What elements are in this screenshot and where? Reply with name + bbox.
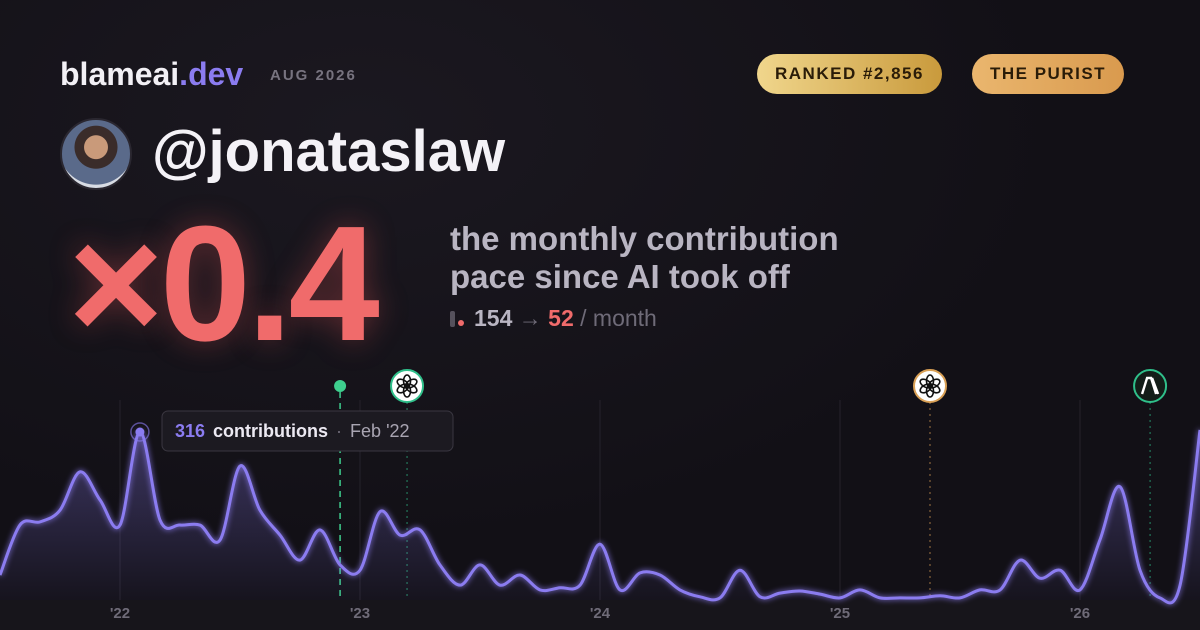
brand-name: blameai	[60, 56, 180, 92]
tooltip-value: 316	[175, 421, 205, 441]
tooltip-date: Feb '22	[350, 421, 409, 441]
x-tick-label: '22	[110, 605, 130, 622]
rank-badge: RANKED #2,856	[757, 54, 942, 94]
axis-band	[0, 600, 1200, 630]
type-badge: THE PURIST	[972, 54, 1125, 94]
description-line: pace since AI took off	[450, 258, 790, 295]
openai-petal	[396, 378, 409, 389]
event-icon	[913, 369, 947, 403]
tooltip-label: contributions	[213, 421, 328, 441]
arrow: →	[518, 305, 542, 331]
highlight-point	[135, 427, 145, 437]
event-icon	[1133, 369, 1168, 403]
description: the monthly contribution pace since AI to…	[450, 220, 839, 296]
x-tick-label: '26	[1070, 605, 1090, 622]
description-line: the monthly contribution	[450, 220, 839, 257]
handle: @jonataslaw	[152, 119, 506, 184]
line	[0, 429, 1200, 605]
anthropic-glyph	[1140, 376, 1160, 395]
unit: / month	[580, 305, 657, 331]
before-icon	[450, 311, 455, 327]
after-icon	[458, 320, 464, 326]
x-tick-label: '25	[830, 605, 850, 622]
x-tick-label: '23	[350, 605, 370, 622]
before: 154	[474, 305, 513, 331]
highlight-ring	[130, 422, 150, 442]
area	[0, 429, 1200, 603]
openai-petal	[919, 378, 932, 389]
date: AUG 2026	[270, 67, 357, 84]
tooltip-sep: ·	[336, 421, 342, 441]
tooltip-box	[161, 410, 454, 452]
tooltip-text: 316 contributions · Feb '22	[175, 421, 410, 441]
avatar	[60, 118, 132, 190]
pace: 154 → 52 / month	[450, 305, 657, 332]
event-dot	[334, 380, 347, 392]
multiplier: ×0.4	[68, 192, 380, 375]
x-tick-label: '24	[590, 605, 611, 622]
brand: blameai.dev	[60, 56, 243, 93]
event-icon	[390, 369, 425, 403]
brand-suffix: .dev	[179, 56, 244, 92]
after: 52	[548, 305, 574, 331]
